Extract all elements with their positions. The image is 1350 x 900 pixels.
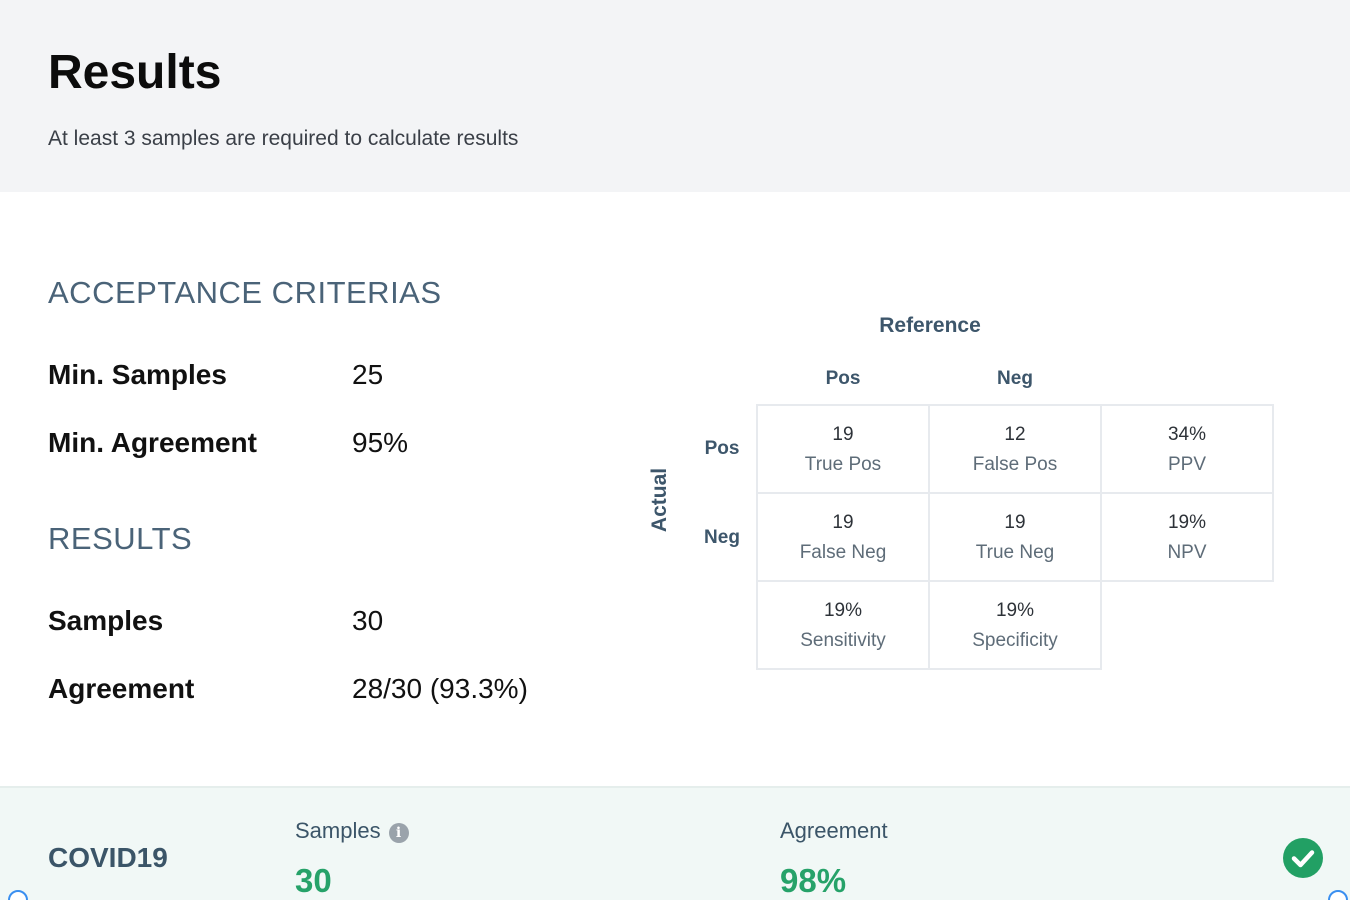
test-summary-row[interactable]: COVID19 Samples i 30 Agreement 98% [0, 786, 1350, 900]
matrix-col-neg: Neg [997, 368, 1033, 389]
cell-value: 19 [1004, 512, 1026, 533]
cell-value: 19% [1167, 512, 1207, 533]
cell-label: Specificity [972, 630, 1058, 651]
footer-samples-value: 30 [295, 862, 332, 899]
cell-label: NPV [1167, 542, 1207, 563]
cell-sensitivity: 19% Sensitivity [756, 580, 930, 670]
cell-value: 19% [995, 600, 1035, 621]
footer-agreement-label: Agreement [780, 818, 888, 843]
samples-label: Samples [48, 605, 164, 636]
info-icon[interactable]: i [388, 823, 409, 843]
cell-true-neg: 19 True Neg [928, 492, 1102, 582]
min-samples-value: 25 [352, 359, 384, 390]
matrix-reference-label: Reference [879, 314, 981, 337]
cell-false-neg: 19 False Neg [756, 492, 930, 582]
cell-label: True Neg [975, 542, 1055, 563]
cell-value: 12 [1004, 424, 1026, 445]
results-section-title: RESULTS [48, 521, 193, 556]
page-header: Results At least 3 samples are required … [0, 0, 1350, 192]
matrix-col-pos: Pos [825, 368, 861, 389]
cell-value: 34% [1167, 424, 1207, 445]
matrix-row-pos: Pos [704, 438, 740, 459]
resize-handle-right[interactable] [1328, 890, 1348, 900]
resize-handle-left[interactable] [8, 890, 28, 900]
matrix-row-neg: Neg [704, 527, 740, 548]
page-title: Results [48, 46, 222, 99]
min-agreement-label: Min. Agreement [48, 427, 257, 458]
footer-agreement-value: 98% [780, 862, 847, 899]
footer-samples-label-group: Samples i [295, 818, 409, 844]
samples-value: 30 [352, 605, 384, 636]
cell-label: False Pos [972, 454, 1058, 475]
cell-value: 19 [832, 512, 854, 533]
cell-true-pos: 19 True Pos [756, 404, 930, 494]
cell-label: PPV [1167, 454, 1207, 475]
cell-value: 19 [832, 424, 854, 445]
cell-false-pos: 12 False Pos [928, 404, 1102, 494]
cell-label: Sensitivity [800, 630, 886, 651]
cell-label: True Pos [804, 454, 882, 475]
cell-ppv: 34% PPV [1100, 404, 1274, 494]
cell-label: False Neg [799, 542, 887, 563]
matrix-actual-label: Actual [648, 467, 671, 533]
cell-value: 19% [823, 600, 863, 621]
min-samples-label: Min. Samples [48, 359, 227, 390]
page-subtitle: At least 3 samples are required to calcu… [48, 127, 519, 150]
acceptance-section-title: ACCEPTANCE CRITERIAS [48, 275, 442, 310]
min-agreement-value: 95% [352, 427, 409, 458]
cell-npv: 19% NPV [1100, 492, 1274, 582]
agreement-value: 28/30 (93.3%) [352, 673, 528, 704]
cell-specificity: 19% Specificity [928, 580, 1102, 670]
test-name: COVID19 [48, 842, 168, 873]
check-circle-icon [1283, 838, 1323, 878]
agreement-label: Agreement [48, 673, 195, 704]
footer-samples-label: Samples [295, 818, 381, 843]
